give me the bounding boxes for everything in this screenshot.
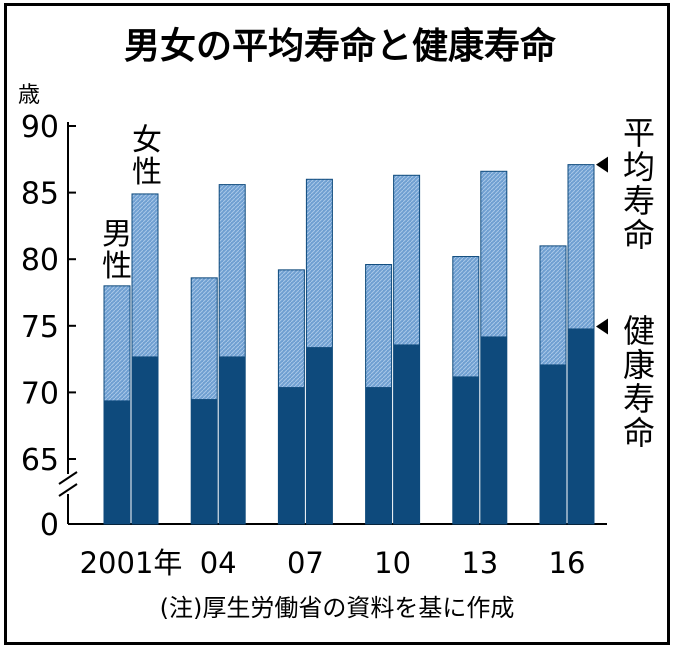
axis-break-mark <box>58 471 78 497</box>
x-tick-label: 13 <box>461 546 498 580</box>
bar-healthy-male <box>540 364 566 524</box>
y-tick-label: 65 <box>21 443 59 478</box>
x-tick-label: 16 <box>549 546 586 580</box>
bar-healthy-male <box>365 387 392 524</box>
bars <box>103 164 595 525</box>
series-label-male: 性 <box>102 249 132 284</box>
life-expectancy-chart: 男女の平均寿命と健康寿命 歳 90 85 80 75 70 65 0 2001年 04 07 10… <box>18 25 655 622</box>
y-tick-label: 85 <box>21 177 59 212</box>
bar-healthy-female <box>480 336 507 524</box>
legend-label-average: 寿 <box>623 182 655 220</box>
x-tick-label: 10 <box>374 546 411 580</box>
series-label-female: 女 <box>132 123 162 158</box>
y-tick-label: 75 <box>21 310 59 345</box>
legend-label-healthy: 康 <box>623 346 655 384</box>
x-tick-label: 04 <box>200 546 237 580</box>
bar-healthy-male <box>191 399 218 524</box>
y-axis-unit: 歳 <box>18 83 40 108</box>
y-axis-tick-labels: 90 85 80 75 70 65 0 <box>21 110 76 543</box>
bar-healthy-male <box>104 400 130 524</box>
legend-label-healthy: 健 <box>623 312 655 350</box>
bar-healthy-female <box>219 356 246 524</box>
legend-label-healthy: 命 <box>623 414 655 452</box>
series-label-male: 男 <box>102 217 132 252</box>
legend-label-average: 平 <box>623 114 655 152</box>
y-tick-label: 70 <box>21 376 59 411</box>
x-tick-label: 07 <box>287 546 324 580</box>
y-tick-label: 0 <box>40 508 59 543</box>
bar-healthy-female <box>393 344 420 524</box>
legend-label-average: 命 <box>623 216 655 254</box>
series-label-female: 性 <box>132 155 162 190</box>
bar-healthy-male <box>452 376 479 524</box>
chart-title: 男女の平均寿命と健康寿命 <box>124 25 556 67</box>
bar-healthy-female <box>568 328 594 524</box>
y-tick-label: 80 <box>21 243 59 278</box>
legend-label-healthy: 寿 <box>623 380 655 418</box>
y-tick-label: 90 <box>21 110 59 145</box>
legend-pointer-average <box>596 156 608 173</box>
source-note: (注)厚生労働省の資料を基に作成 <box>160 594 515 622</box>
x-tick-label: 2001年 <box>80 546 183 580</box>
x-axis-tick-labels: 2001年 04 07 10 13 16 <box>80 546 586 580</box>
legend-label-average: 均 <box>623 148 655 186</box>
bar-healthy-female <box>132 356 158 524</box>
bar-healthy-male <box>278 387 305 524</box>
chart-frame: 男女の平均寿命と健康寿命 歳 90 85 80 75 70 65 0 2001年 04 07 10… <box>4 3 670 645</box>
legend-pointer-healthy <box>596 318 608 335</box>
bar-healthy-female <box>306 347 333 524</box>
